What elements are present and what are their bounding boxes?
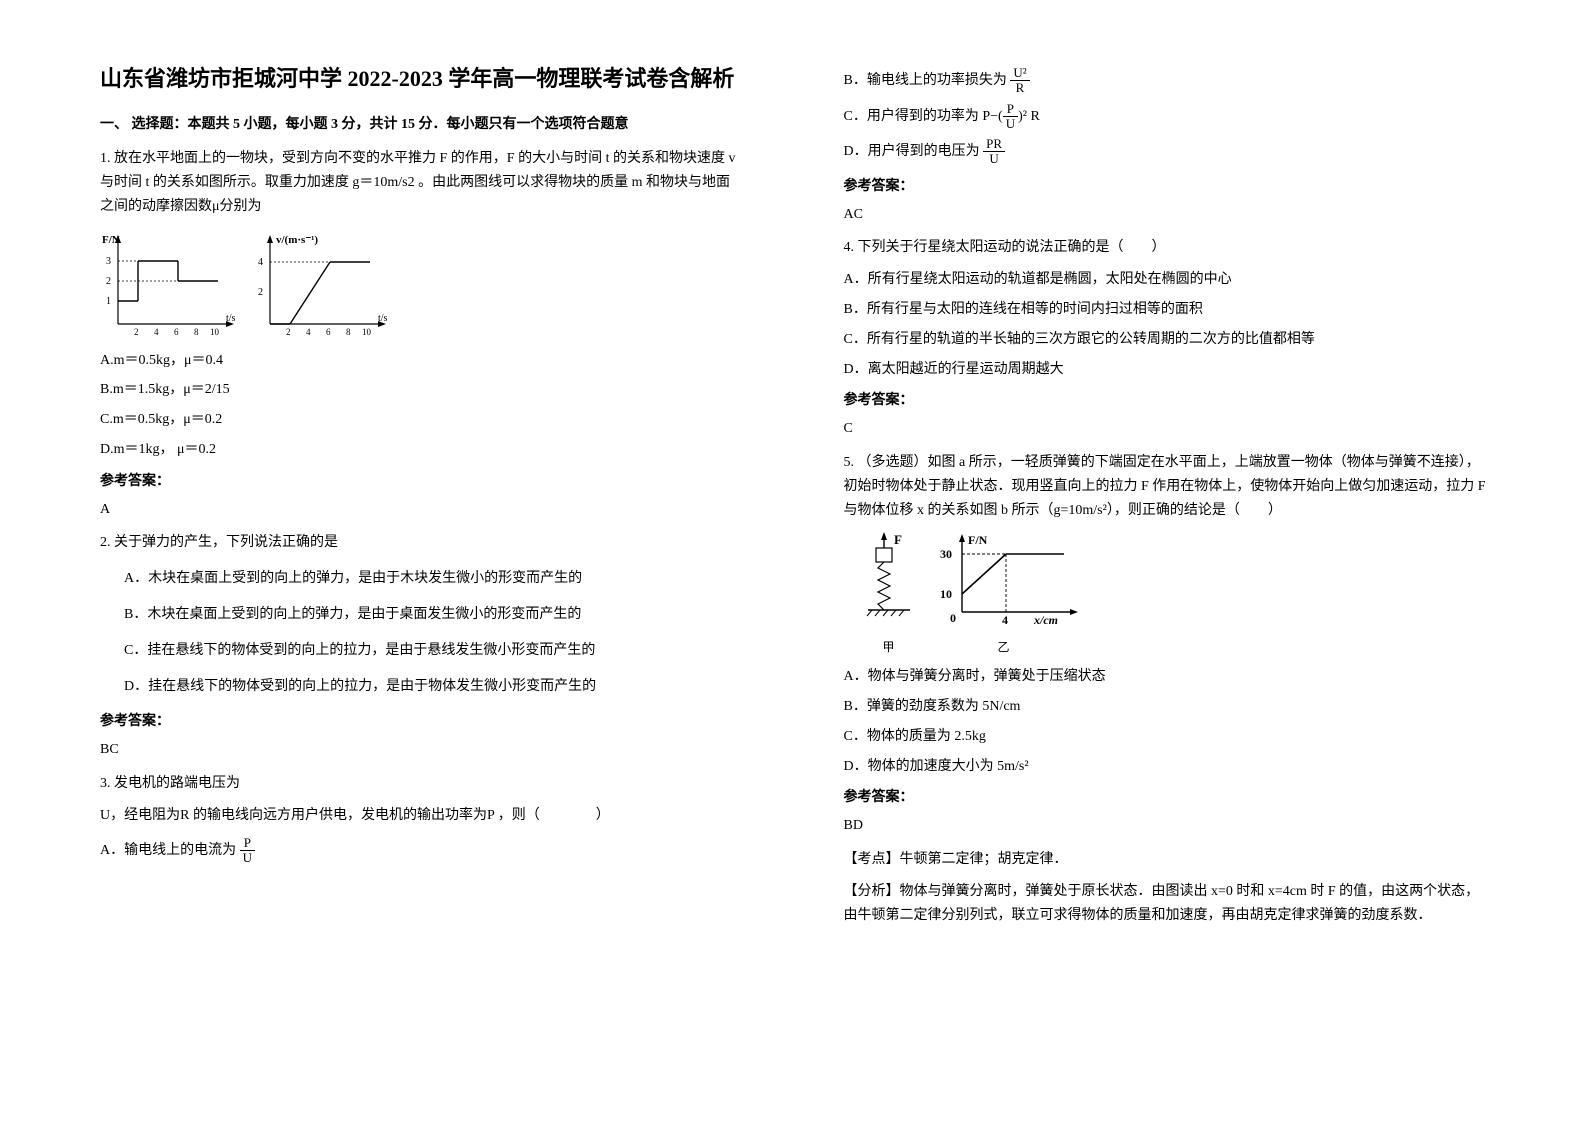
q3-answer-label: 参考答案： — [844, 175, 1488, 199]
svg-text:v/(m·s⁻¹): v/(m·s⁻¹) — [276, 234, 318, 246]
q1-graph-v: v/(m·s⁻¹) 4 2 2 4 6 8 10 t/s — [252, 229, 392, 339]
q1-optA: A.m＝0.5kg，μ＝0.4 — [100, 349, 744, 373]
q1-graphs: F/N 3 2 1 2 4 6 8 10 t/s — [100, 229, 744, 339]
q3-optD-text: D．用户得到的电压为 — [844, 144, 980, 159]
q3-optC-lhs: P−( — [982, 109, 1002, 124]
q5-optB: B．弹簧的劲度系数为 5N/cm — [844, 695, 1488, 719]
right-column: B．输电线上的功率损失为 U² R C．用户得到的功率为 P−(PU)² R D… — [794, 0, 1587, 1122]
svg-text:t/s: t/s — [226, 313, 236, 324]
q4-optA: A．所有行星绕太阳运动的轨道都是椭圆，太阳处在椭圆的中心 — [844, 268, 1488, 292]
q1-graph-f: F/N 3 2 1 2 4 6 8 10 t/s — [100, 229, 240, 339]
q5-optC: C．物体的质量为 2.5kg — [844, 725, 1488, 749]
svg-text:6: 6 — [326, 327, 331, 337]
q3-answer: AC — [844, 203, 1488, 227]
svg-text:F/N: F/N — [968, 533, 988, 547]
q3-var-U: U — [100, 808, 110, 823]
q3-stemC: 的输电线向远方用户供电，发电机的输出功率为 — [189, 808, 487, 823]
q3-optB-frac: U² R — [1010, 66, 1029, 96]
q5-answer-label: 参考答案： — [844, 786, 1488, 810]
q3-stemD: ，则（ ） — [494, 808, 610, 823]
svg-text:4: 4 — [154, 327, 159, 337]
q3-optA-frac: P U — [240, 836, 255, 866]
q3-optD: D．用户得到的电压为 PR U — [844, 137, 1488, 167]
left-column: 山东省潍坊市拒城河中学 2022-2023 学年高一物理联考试卷含解析 一、 选… — [0, 0, 794, 1122]
q1-optC: C.m＝0.5kg，μ＝0.2 — [100, 408, 744, 432]
q5-fenxi: 【分析】物体与弹簧分离时，弹簧处于原长状态．由图读出 x=0 时和 x=4cm … — [844, 880, 1488, 928]
q5-kaodian: 【考点】牛顿第二定律；胡克定律． — [844, 848, 1488, 872]
q3-optC-text: C．用户得到的功率为 — [844, 109, 979, 124]
q1-optD: D.m＝1kg， μ＝0.2 — [100, 438, 744, 462]
q5-optD: D．物体的加速度大小为 5m/s² — [844, 755, 1488, 779]
q3-stem-line2: U，经电阻为R 的输电线向远方用户供电，发电机的输出功率为P ，则（ ） — [100, 804, 744, 828]
q5-fig-label-right: 乙 — [934, 637, 1074, 657]
svg-text:2: 2 — [258, 287, 263, 298]
q3-optC: C．用户得到的功率为 P−(PU)² R — [844, 102, 1488, 132]
exam-title: 山东省潍坊市拒城河中学 2022-2023 学年高一物理联考试卷含解析 — [100, 60, 744, 97]
svg-text:0: 0 — [950, 611, 956, 625]
q2-stem: 2. 关于弹力的产生，下列说法正确的是 — [100, 531, 744, 555]
q2-optC: C．挂在悬线下的物体受到的向上的拉力，是由于悬线发生微小形变而产生的 — [124, 639, 744, 663]
svg-text:F/N: F/N — [102, 234, 120, 246]
q4-stem: 4. 下列关于行星绕太阳运动的说法正确的是（ ） — [844, 236, 1488, 260]
q5-diagram: F 甲 F/N 30 10 — [864, 530, 1488, 657]
q4-optC: C．所有行星的轨道的半长轴的三次方跟它的公转周期的二次方的比值都相等 — [844, 328, 1488, 352]
q3-optB: B．输电线上的功率损失为 U² R — [844, 66, 1488, 96]
q3-stemB: ，经电阻为 — [110, 808, 180, 823]
q5-optA: A．物体与弹簧分离时，弹簧处于压缩状态 — [844, 665, 1488, 689]
q1-optB: B.m＝1.5kg，μ＝2/15 — [100, 378, 744, 402]
svg-text:6: 6 — [174, 327, 179, 337]
q2-optB: B．木块在桌面上受到的向上的弹力，是由于桌面发生微小的形变而产生的 — [124, 603, 744, 627]
svg-text:2: 2 — [286, 327, 291, 337]
q4-answer-label: 参考答案： — [844, 389, 1488, 413]
q3-optA-text: A．输电线上的电流为 — [100, 843, 236, 858]
q4-optD: D．离太阳越近的行星运动周期越大 — [844, 358, 1488, 382]
svg-text:3: 3 — [106, 256, 111, 267]
q4-answer: C — [844, 417, 1488, 441]
svg-text:10: 10 — [210, 327, 220, 337]
svg-text:2: 2 — [134, 327, 139, 337]
svg-text:8: 8 — [194, 327, 199, 337]
svg-text:F: F — [894, 532, 902, 547]
q5-spring-figure: F 甲 — [864, 530, 914, 657]
svg-text:10: 10 — [362, 327, 372, 337]
q3-optB-text: B．输电线上的功率损失为 — [844, 73, 1007, 88]
q5-fig-label-left: 甲 — [864, 637, 914, 657]
q2-answer: BC — [100, 738, 744, 762]
q5-fn-graph: F/N 30 10 0 4 x/cm 乙 — [934, 530, 1074, 657]
svg-text:4: 4 — [306, 327, 311, 337]
svg-text:8: 8 — [346, 327, 351, 337]
svg-text:x/cm: x/cm — [1033, 613, 1058, 627]
q3-optC-frac: PU — [1003, 102, 1018, 132]
svg-text:10: 10 — [940, 587, 952, 601]
q5-stem: 5. （多选题）如图 a 所示，一轻质弹簧的下端固定在水平面上，上端放置一物体（… — [844, 451, 1488, 522]
svg-text:t/s: t/s — [378, 313, 388, 324]
svg-text:1: 1 — [106, 296, 111, 307]
section-heading: 一、 选择题：本题共 5 小题，每小题 3 分，共计 15 分．每小题只有一个选… — [100, 113, 744, 137]
q4-optB: B．所有行星与太阳的连线在相等的时间内扫过相等的面积 — [844, 298, 1488, 322]
q3-optD-frac: PR U — [983, 137, 1005, 167]
svg-text:4: 4 — [1002, 613, 1008, 627]
q3-optA: A．输电线上的电流为 P U — [100, 836, 744, 866]
q1-answer-label: 参考答案： — [100, 470, 744, 494]
q2-optA: A．木块在桌面上受到的向上的弹力，是由于木块发生微小的形变而产生的 — [124, 567, 744, 591]
svg-text:30: 30 — [940, 547, 952, 561]
q1-stem: 1. 放在水平地面上的一物块，受到方向不变的水平推力 F 的作用，F 的大小与时… — [100, 147, 744, 218]
q3-stem-line1: 3. 发电机的路端电压为 — [100, 772, 744, 796]
svg-text:4: 4 — [258, 257, 263, 268]
q1-answer: A — [100, 498, 744, 522]
q2-optD: D．挂在悬线下的物体受到的向上的拉力，是由于物体发生微小形变而产生的 — [124, 675, 744, 699]
q2-answer-label: 参考答案： — [100, 710, 744, 734]
q3-optC-rhs: )² R — [1018, 109, 1040, 124]
svg-text:2: 2 — [106, 276, 111, 287]
q5-answer: BD — [844, 814, 1488, 838]
